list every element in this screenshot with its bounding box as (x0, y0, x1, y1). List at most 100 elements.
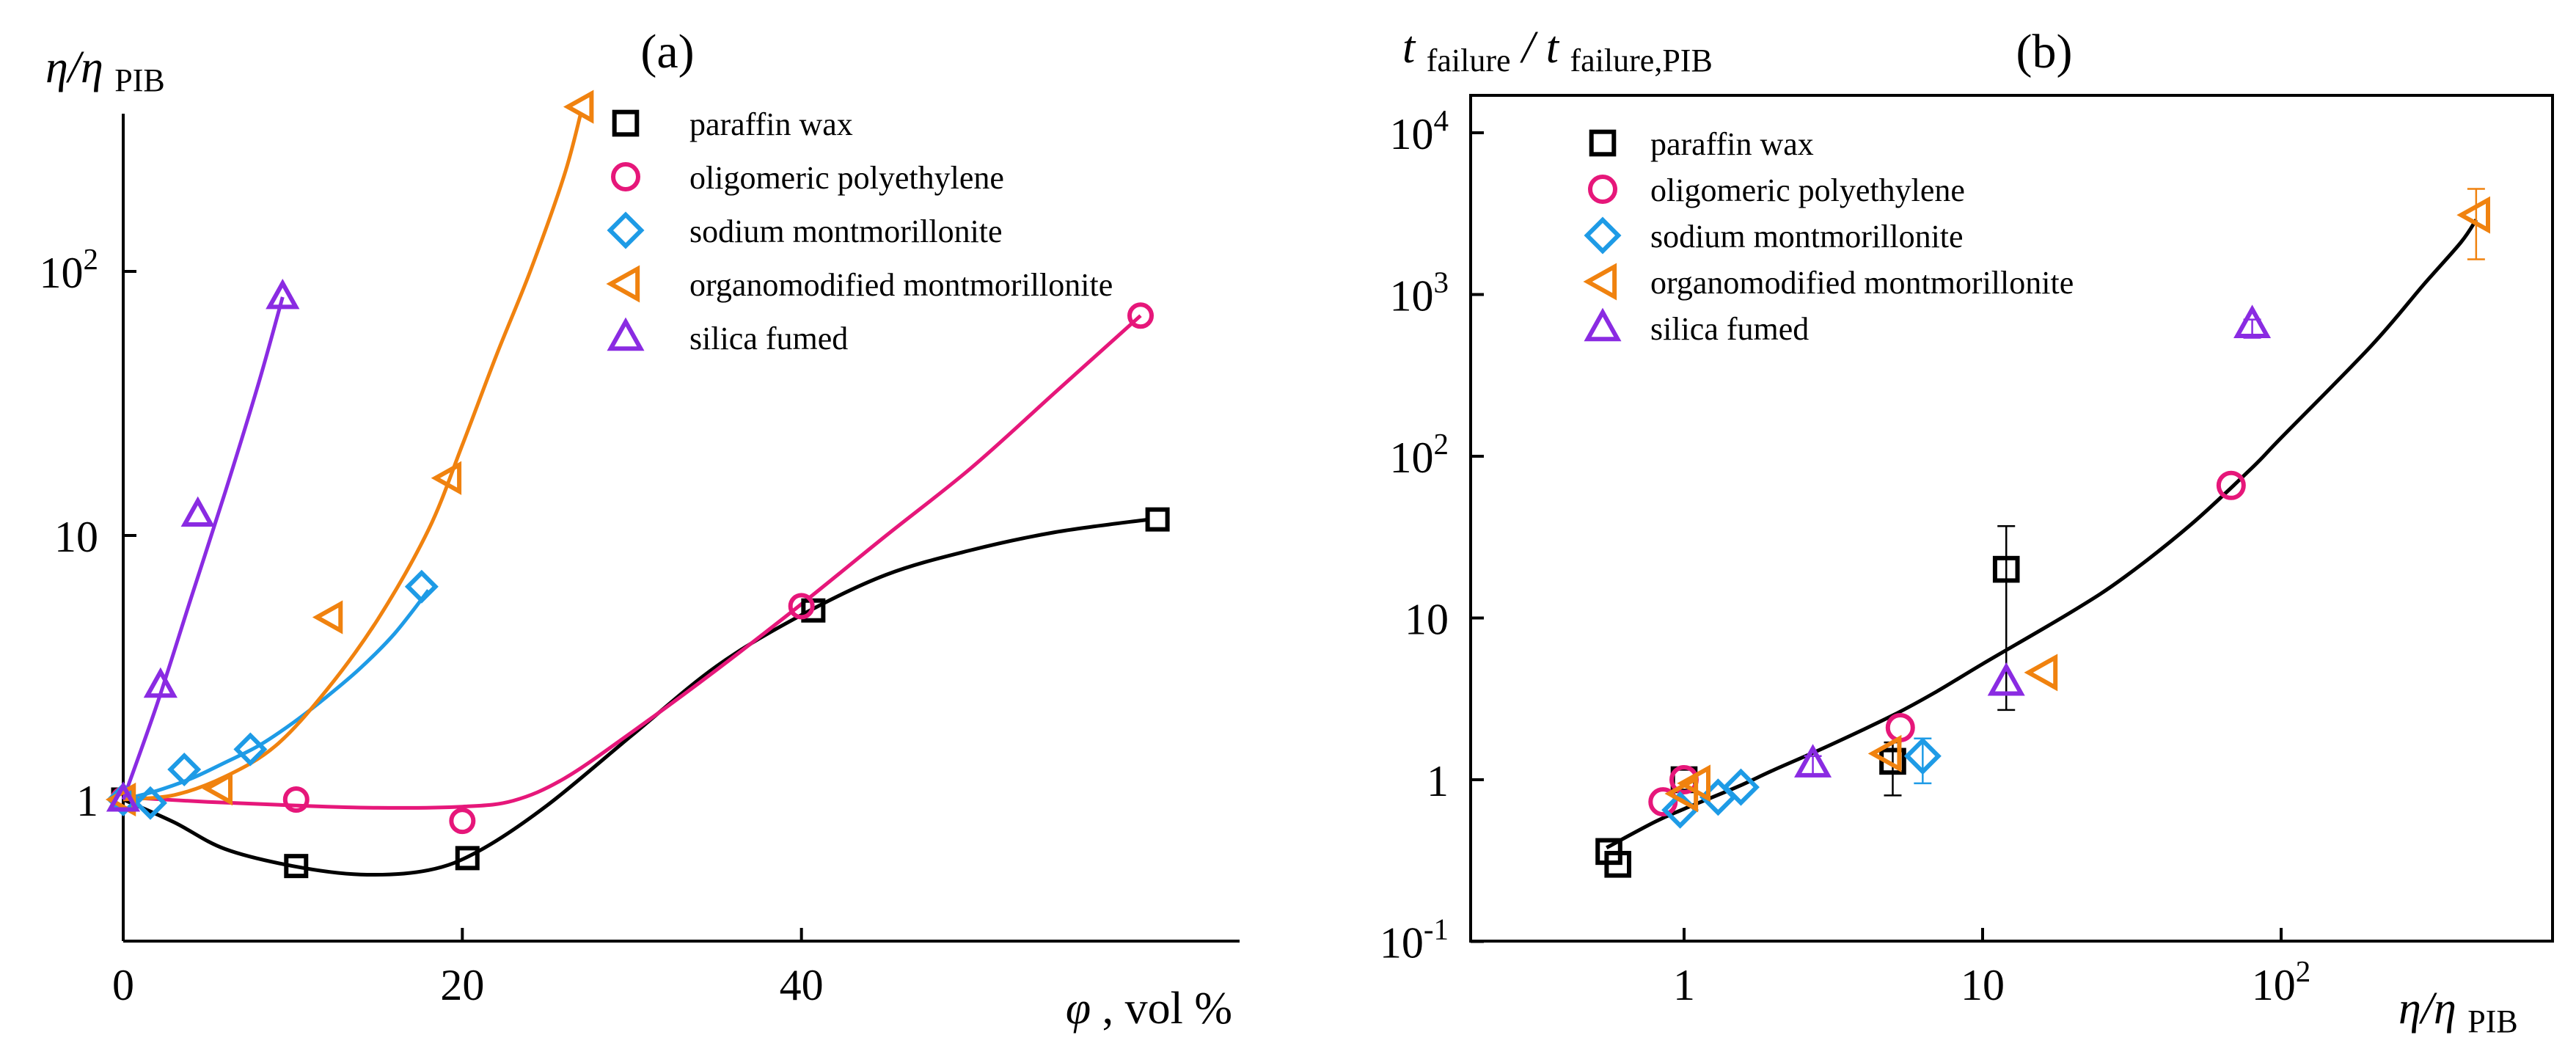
panel-a-x-tick-label: 0 (112, 961, 134, 1009)
panel-b-point-organomodified-montmorillonite (2024, 654, 2058, 692)
panel-a-legend-marker (611, 162, 640, 191)
panel-a-y-tick-label: 1 (76, 777, 98, 825)
panel-a-legend-label: paraffin wax (689, 106, 853, 142)
panel-b-point-sodium-montmorillonite (1721, 768, 1760, 806)
panel-a-y-axis-title-main: η/η (45, 43, 103, 92)
panel-b-point-sodium-montmorillonite (1903, 737, 1942, 775)
panel-b-plot-frame (1469, 94, 2554, 943)
panel-a-x-axis-title-phi: φ (1066, 984, 1091, 1034)
panel-a-x-tick-label: 20 (440, 961, 484, 1009)
panel-b-points (1595, 196, 2491, 878)
panel-b-y-axis-title-t1: t (1402, 23, 1416, 73)
panel-b-y-axis-title: t failure / t failure,PIB (1402, 23, 1713, 81)
panel-b-x-axis-title: η/η PIB (2398, 984, 2518, 1039)
panel-a-curve-oligomeric-polyethylene (122, 314, 1142, 810)
panel-a-point-organomodified-montmorillonite (563, 89, 594, 124)
panel-a-legend: paraffin wax oligomeric polyethylene sodiu… (606, 106, 1113, 356)
panel-b-x-tick-label: 102 (2252, 954, 2311, 1009)
panel-b-y-tick-label: 104 (1390, 103, 1449, 158)
panel-b-y-tick-label: 10-1 (1380, 912, 1449, 968)
panel-a-x-axis-title: φ , vol % (1066, 984, 1232, 1034)
panel-b-point-silica-fumed (2233, 304, 2272, 339)
panel-b-legend-marker (1584, 307, 1622, 342)
panel-b-point-paraffin-wax (1879, 747, 1906, 775)
panel-b-point-organomodified-montmorillonite (2456, 196, 2491, 234)
panel-a-point-organomodified-montmorillonite (105, 782, 136, 817)
panel-b-x-tick-label: 10 (1961, 961, 2005, 1009)
panel-a-legend-label: sodium montmorillonite (689, 213, 1003, 249)
panel-b-x-axis-title-sub: PIB (2467, 1003, 2517, 1039)
panel-b-label: (b) (2016, 25, 2073, 78)
panel-a-point-sodium-montmorillonite (167, 752, 202, 786)
panel-a-point-silica-fumed (266, 278, 300, 310)
panel-a-point-oligomeric-polyethylene (788, 593, 815, 620)
panel-b-y-axis-title-s2: failure,PIB (1570, 43, 1713, 78)
panel-a-legend-label: organomodified montmorillonite (689, 267, 1113, 303)
panel-b-point-oligomeric-polyethylene (2216, 470, 2246, 500)
panel-a: (a) η/η PIB φ , vol % 0 20 40 1 10 102 paraf… (40, 25, 1240, 1034)
panel-b-x-tick-label: 1 (1673, 961, 1695, 1009)
panel-a-point-oligomeric-polyethylene (282, 786, 310, 813)
panel-b-y-tick-label: 102 (1390, 427, 1449, 482)
panel-a-y-tick-label: 10 (54, 513, 98, 561)
panel-a-y-axis-title-sub: PIB (114, 62, 164, 98)
panel-b-point-organomodified-montmorillonite (1677, 764, 1710, 802)
panel-b-legend-marker (1589, 129, 1617, 157)
panel-b-point-silica-fumed (1794, 744, 1832, 778)
panel-a-x-ticks: 0 20 40 (112, 928, 824, 1009)
panel-a-point-oligomeric-polyethylene (1127, 302, 1154, 329)
panel-a-legend-marker (612, 109, 640, 137)
panel-b-point-paraffin-wax (1604, 850, 1632, 878)
panel-b-legend-label: oligomeric polyethylene (1650, 172, 1965, 208)
panel-b-y-ticks: 10-1 1 10 102 103 104 (1380, 103, 1484, 968)
panel-a-legend-label: oligomeric polyethylene (689, 160, 1004, 196)
panel-b-point-paraffin-wax (1992, 555, 2020, 583)
panel-a-point-silica-fumed (143, 667, 178, 698)
panel-a-points (105, 89, 1170, 879)
panel-a-point-paraffin-wax (455, 846, 480, 871)
panel-b-point-organomodified-montmorillonite (1867, 734, 1902, 772)
panel-a-point-organomodified-montmorillonite (431, 461, 462, 495)
panel-a-point-silica-fumed (106, 781, 141, 812)
panel-b-legend-label: organomodified montmorillonite (1650, 265, 2074, 301)
panel-b-x-ticks: 1 10 102 (1673, 928, 2310, 1009)
panel-a-label: (a) (640, 25, 694, 78)
panel-b-fit-curve (1606, 219, 2478, 849)
panel-a-legend-marker (606, 265, 640, 303)
panel-a-x-axis-title-units: , vol % (1102, 984, 1232, 1034)
panel-a-point-sodium-montmorillonite (133, 786, 167, 820)
panel-a-legend-label: silica fumed (689, 321, 848, 356)
panel-a-y-tick-label: 102 (40, 242, 99, 297)
panel-a-curve-sodium-montmorillonite (122, 589, 431, 802)
panel-b-y-tick-label: 103 (1390, 266, 1449, 321)
panel-b-legend-marker (1584, 216, 1622, 255)
panel-b-point-silica-fumed (1987, 662, 2025, 696)
panel-a-point-paraffin-wax (1145, 507, 1170, 532)
panel-a-point-sodium-montmorillonite (404, 569, 439, 604)
panel-a-legend-marker (607, 211, 645, 249)
panel-a-curve-organomodified-montmorillonite (122, 111, 583, 802)
panel-b-legend: paraffin wax oligomeric polyethylene sodiu… (1583, 126, 2074, 347)
panel-b-y-tick-label: 10 (1405, 596, 1449, 644)
panel-b-y-axis-title-slash: / (1520, 23, 1538, 73)
panel-a-legend-marker (607, 317, 645, 351)
panel-a-point-paraffin-wax (284, 854, 309, 879)
panel-b-legend-label: silica fumed (1650, 311, 1809, 347)
panel-b-legend-marker (1583, 263, 1617, 301)
panel-a-curve-silica-fumed (121, 296, 285, 800)
panel-b-legend-marker (1588, 175, 1617, 204)
panel-b-x-axis-title-main: η/η (2398, 984, 2456, 1034)
panel-b-y-axis-title-s1: failure (1427, 43, 1511, 78)
panel-b-fit-curve-line (1606, 219, 2478, 849)
panel-b-legend-label: sodium montmorillonite (1650, 219, 1964, 255)
panel-a-point-oligomeric-polyethylene (449, 808, 476, 835)
panel-a-point-sodium-montmorillonite (233, 732, 268, 767)
panel-b-y-axis-title-t2: t (1546, 23, 1560, 73)
panel-b-y-tick-label: 1 (1427, 757, 1449, 805)
panel-a-y-axis-title: η/η PIB (45, 43, 165, 98)
panel-a-curve-paraffin-wax (122, 517, 1149, 877)
panel-a-point-organomodified-montmorillonite (202, 771, 233, 806)
panel-a-point-organomodified-montmorillonite (312, 600, 343, 634)
